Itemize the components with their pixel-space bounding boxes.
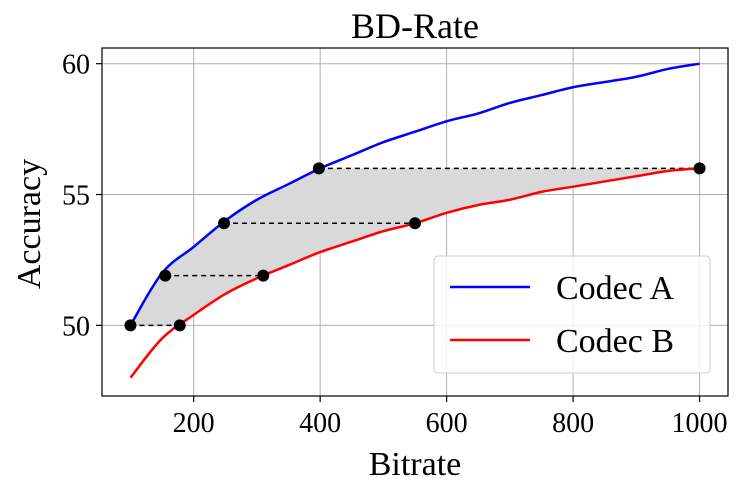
data-point [173,319,186,332]
x-tick-label: 600 [426,408,468,439]
data-point [218,217,231,230]
x-tick-label: 400 [299,408,341,439]
legend-label-codec-b: Codec B [556,323,674,360]
y-tick-label: 55 [62,181,90,212]
chart-title: BD-Rate [351,6,479,46]
legend: Codec A Codec B [433,255,711,374]
data-points [124,162,706,332]
data-point [693,162,706,175]
data-point [257,269,270,282]
x-tick-label: 200 [173,408,215,439]
data-point [124,319,137,332]
y-tick-label: 60 [62,50,90,81]
data-point [409,217,421,230]
legend-box [433,255,711,374]
axis-ticks: 200 400 600 800 1000 50 55 60 [62,50,728,439]
data-point [159,269,172,282]
data-point [312,162,325,175]
plot-frame [101,47,729,397]
y-tick-label: 50 [62,311,90,342]
x-tick-label: 1000 [672,408,728,439]
dashed-guides [130,167,700,327]
x-tick-label: 800 [552,408,594,439]
shaded-bd-region [130,168,700,326]
legend-label-codec-a: Codec A [556,270,674,307]
y-axis-label: Accuracy [11,159,48,289]
x-axis-label: Bitrate [369,446,462,483]
